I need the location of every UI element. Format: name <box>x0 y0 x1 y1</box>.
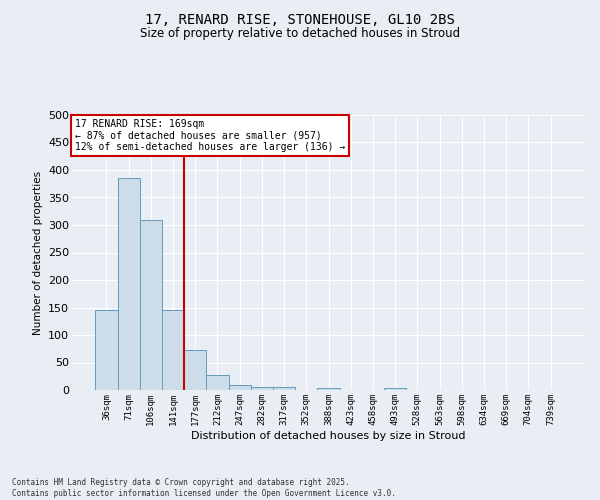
Bar <box>206 375 229 390</box>
Text: 17, RENARD RISE, STONEHOUSE, GL10 2BS: 17, RENARD RISE, STONEHOUSE, GL10 2BS <box>145 12 455 26</box>
Bar <box>95 310 118 390</box>
Bar <box>273 387 295 390</box>
Bar <box>118 178 140 390</box>
Bar <box>162 310 184 390</box>
Bar <box>229 384 251 390</box>
Bar <box>140 220 162 390</box>
Bar <box>251 387 273 390</box>
Bar <box>384 388 406 390</box>
Text: Contains HM Land Registry data © Crown copyright and database right 2025.
Contai: Contains HM Land Registry data © Crown c… <box>12 478 396 498</box>
Text: Size of property relative to detached houses in Stroud: Size of property relative to detached ho… <box>140 28 460 40</box>
Y-axis label: Number of detached properties: Number of detached properties <box>32 170 43 334</box>
Text: 17 RENARD RISE: 169sqm
← 87% of detached houses are smaller (957)
12% of semi-de: 17 RENARD RISE: 169sqm ← 87% of detached… <box>74 119 345 152</box>
Bar <box>317 388 340 390</box>
Bar <box>184 350 206 390</box>
X-axis label: Distribution of detached houses by size in Stroud: Distribution of detached houses by size … <box>191 430 466 440</box>
